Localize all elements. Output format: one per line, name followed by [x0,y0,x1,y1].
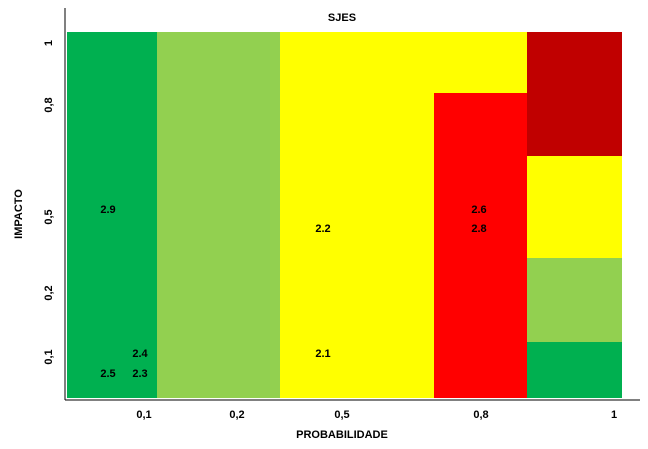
y-tick-label: 0,8 [43,97,55,112]
x-tick-label: 0,5 [334,409,349,421]
y-tick-label: 0,1 [43,349,55,364]
chart-title: SJES [328,12,356,24]
risk-point-2-1: 2.1 [315,348,330,360]
x-tick-label: 0,8 [473,409,488,421]
risk-point-2-4: 2.4 [132,348,148,360]
y-axis-title: IMPACTO [13,189,25,239]
x-axis-title: PROBABILIDADE [296,429,388,441]
risk-point-2-6: 2.6 [471,204,486,216]
risk-point-2-2: 2.2 [315,223,330,235]
y-tick-label: 0,2 [43,285,55,300]
risk-point-2-9: 2.9 [100,204,115,216]
risk-point-2-3: 2.3 [132,368,147,380]
risk-point-labels: 2.9 2.2 2.6 2.8 2.4 2.5 2.3 2.1 [100,204,486,380]
risk-point-2-5: 2.5 [100,368,115,380]
y-tick-label: 0,5 [43,209,55,224]
x-tick-label: 0,2 [229,409,244,421]
axes [64,8,640,401]
tick-labels: 0,1 0,2 0,5 0,8 1 1 0,8 0,5 0,2 0,1 [43,40,617,421]
y-tick-label: 1 [43,40,55,46]
risk-zones [67,32,622,398]
zone-green-7 [527,342,622,398]
risk-point-2-8: 2.8 [471,223,486,235]
x-tick-label: 0,1 [136,409,151,421]
x-tick-label: 1 [611,409,617,421]
